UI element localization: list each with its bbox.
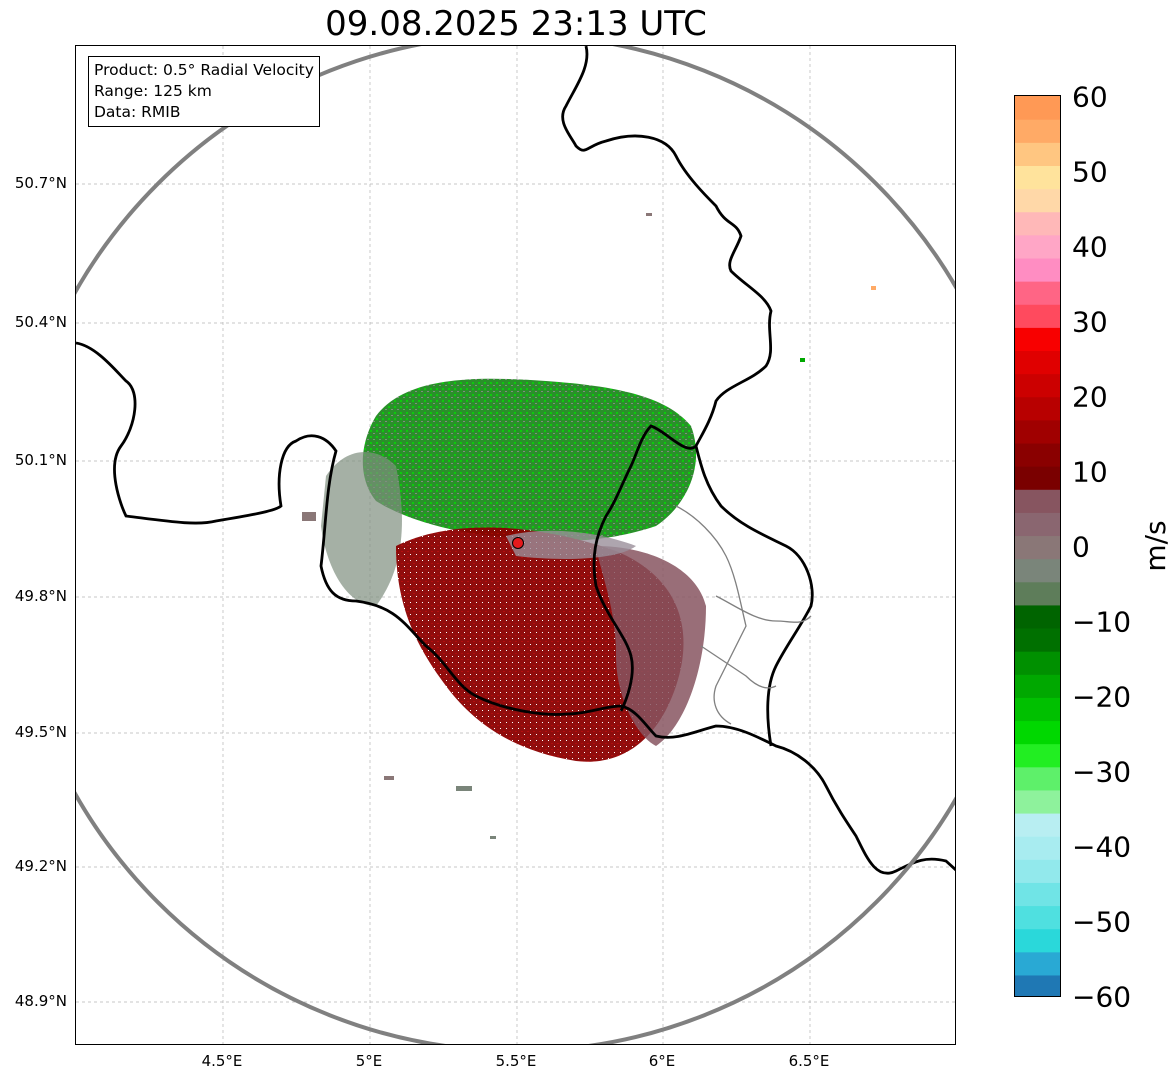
colorbar-swatch <box>1015 905 1060 930</box>
colorbar-swatch <box>1015 697 1060 722</box>
colorbar-swatch <box>1015 651 1060 675</box>
colorbar-swatch <box>1015 96 1060 120</box>
lat-tick: 50.4°N <box>14 313 67 331</box>
radar-map <box>75 45 956 1045</box>
colorbar-tick: 50 <box>1072 155 1108 189</box>
colorbar-swatch <box>1015 812 1060 837</box>
info-product: Product: 0.5° Radial Velocity <box>94 61 314 79</box>
lat-tick: 48.9°N <box>14 992 67 1010</box>
colorbar-swatch <box>1015 743 1060 768</box>
colorbar-swatch <box>1015 281 1060 305</box>
velocity-colorbar <box>1014 95 1061 997</box>
country-borders <box>76 46 955 875</box>
colorbar-swatch <box>1015 789 1060 814</box>
colorbar-swatch <box>1015 882 1060 907</box>
colorbar-tick: −20 <box>1072 680 1132 714</box>
colorbar-swatch <box>1015 304 1060 328</box>
colorbar-swatch <box>1015 165 1060 190</box>
colorbar-swatch <box>1015 211 1060 236</box>
colorbar-swatch <box>1015 327 1060 352</box>
colorbar-swatch <box>1015 466 1060 490</box>
product-info-box: Product: 0.5° Radial Velocity Range: 125… <box>88 56 320 127</box>
colorbar-swatch <box>1015 766 1060 791</box>
colorbar-swatch <box>1015 419 1060 444</box>
radar-site-marker[interactable] <box>512 537 524 549</box>
lat-tick: 49.2°N <box>14 857 67 875</box>
colorbar-unit: m/s <box>1139 520 1171 572</box>
colorbar-swatch <box>1015 489 1060 513</box>
colorbar-swatch <box>1015 581 1060 606</box>
colorbar-tick: 0 <box>1072 530 1090 564</box>
velocity-echoes <box>302 213 876 839</box>
colorbar-tick: 20 <box>1072 380 1108 414</box>
colorbar-gradient <box>1015 96 1060 996</box>
colorbar-tick: −40 <box>1072 830 1132 864</box>
colorbar-tick: 10 <box>1072 455 1108 489</box>
lat-tick: 49.8°N <box>14 587 67 605</box>
colorbar-tick: 60 <box>1072 80 1108 114</box>
colorbar-swatch <box>1015 442 1060 467</box>
colorbar-swatch <box>1015 836 1060 860</box>
colorbar-swatch <box>1015 674 1060 698</box>
colorbar-swatch <box>1015 627 1060 652</box>
lon-tick: 5.5°E <box>495 1052 537 1070</box>
map-canvas <box>76 46 955 1044</box>
colorbar-swatch <box>1015 974 1060 996</box>
colorbar-swatch <box>1015 720 1060 745</box>
lon-tick: 6.5°E <box>788 1052 830 1070</box>
colorbar-tick: −50 <box>1072 905 1132 939</box>
lon-tick: 6°E <box>648 1052 676 1070</box>
lat-tick: 50.1°N <box>14 451 67 469</box>
map-title: 09.08.2025 23:13 UTC <box>325 4 707 44</box>
province-borders <box>675 505 812 725</box>
colorbar-tick: −10 <box>1072 605 1132 639</box>
colorbar-tick: 30 <box>1072 305 1108 339</box>
lon-tick: 5°E <box>355 1052 383 1070</box>
colorbar-swatch <box>1015 373 1060 398</box>
colorbar-swatch <box>1015 350 1060 375</box>
info-range: Range: 125 km <box>94 82 212 100</box>
colorbar-swatch <box>1015 142 1060 166</box>
colorbar-swatch <box>1015 951 1060 976</box>
colorbar-tick: 40 <box>1072 230 1108 264</box>
info-data: Data: RMIB <box>94 103 181 121</box>
colorbar-tick: −30 <box>1072 755 1132 789</box>
lon-tick: 4.5°E <box>201 1052 243 1070</box>
colorbar-swatch <box>1015 558 1060 583</box>
colorbar-swatch <box>1015 234 1060 259</box>
lat-tick: 49.5°N <box>14 723 67 741</box>
colorbar-swatch <box>1015 119 1060 143</box>
colorbar-tick: −60 <box>1072 980 1132 1014</box>
colorbar-swatch <box>1015 928 1060 953</box>
lat-tick: 50.7°N <box>14 174 67 192</box>
colorbar-swatch <box>1015 257 1060 282</box>
colorbar-swatch <box>1015 604 1060 629</box>
colorbar-swatch <box>1015 188 1060 213</box>
colorbar-swatch <box>1015 859 1060 883</box>
colorbar-swatch <box>1015 512 1060 537</box>
colorbar-swatch <box>1015 396 1060 421</box>
colorbar-swatch <box>1015 535 1060 560</box>
